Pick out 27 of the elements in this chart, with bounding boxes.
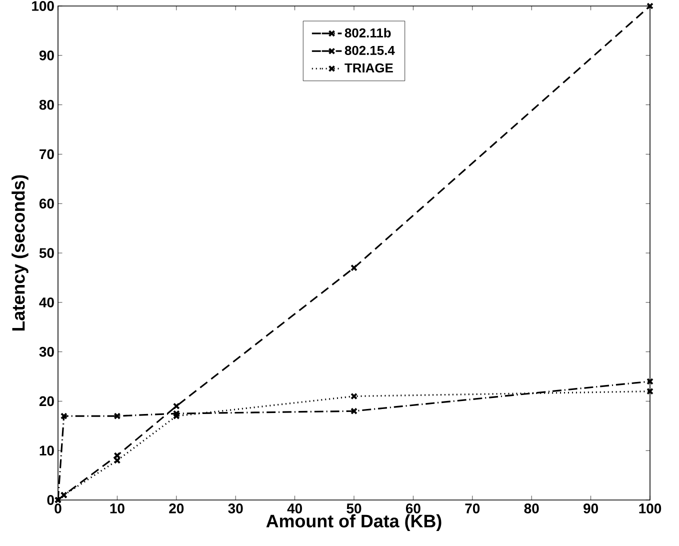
x-tick-label: 60	[406, 504, 420, 514]
y-tick-label: 40	[39, 297, 54, 308]
y-tick-label: 60	[39, 198, 54, 209]
x-tick-label: 20	[169, 504, 184, 514]
x-tick-label: 30	[228, 504, 243, 514]
legend-label: TRIAGE	[344, 63, 393, 73]
y-tick-label: 90	[39, 50, 54, 60]
y-tick-label: 0	[47, 495, 54, 505]
y-tick-label: 20	[39, 396, 54, 406]
x-axis-title: Amount of Data (KB)	[266, 514, 442, 531]
x-tick-label: 40	[287, 504, 302, 514]
x-tick-label: 0	[54, 504, 62, 514]
x-tick-label: 100	[639, 504, 662, 514]
x-tick-label: 50	[346, 504, 362, 514]
y-tick-label: 70	[40, 149, 54, 160]
x-tick-label: 80	[524, 504, 539, 514]
y-axis-title: Latency (seconds)	[12, 175, 28, 331]
legend-label: 802.15.4	[344, 46, 395, 56]
x-tick-label: 70	[465, 504, 480, 514]
y-tick-label: 50	[39, 248, 54, 258]
y-tick-label: 80	[39, 100, 54, 110]
legend-label: 802.11b	[344, 28, 391, 38]
y-tick-label: 10	[40, 446, 54, 456]
x-tick-label: 10	[110, 504, 124, 514]
x-tick-label: 90	[584, 504, 598, 514]
y-tick-label: 30	[39, 346, 54, 357]
y-tick-label: 100	[32, 1, 54, 11]
